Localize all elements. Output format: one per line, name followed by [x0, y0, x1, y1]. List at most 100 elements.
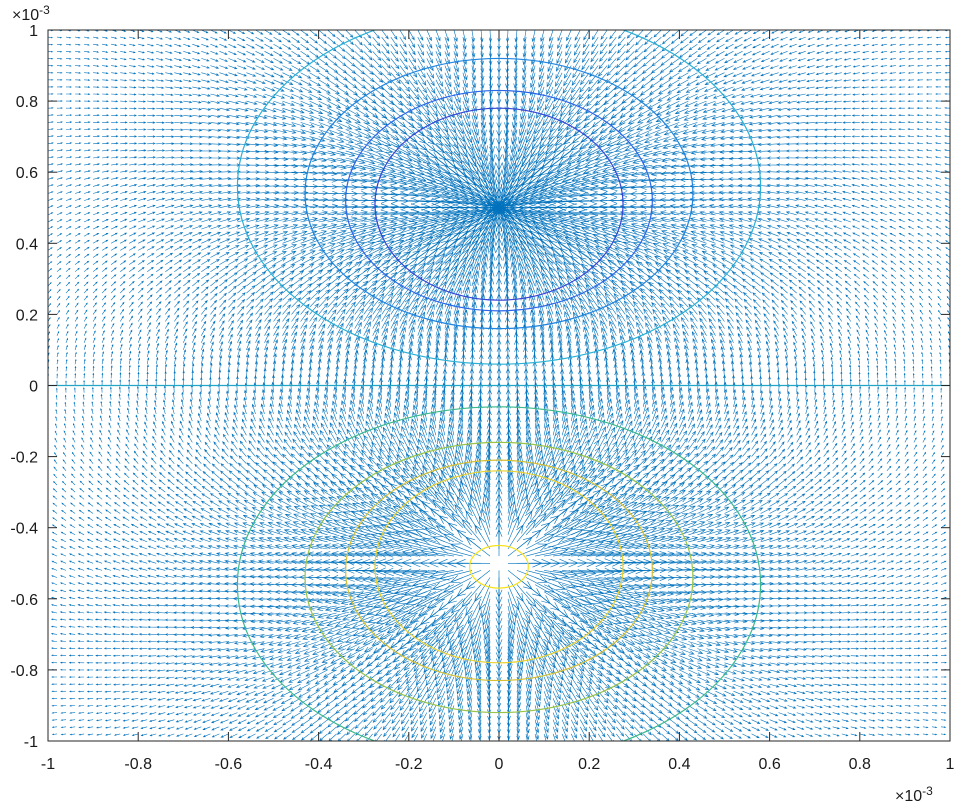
quiver-arrow [48, 570, 49, 571]
quiver-arrow [48, 598, 49, 599]
quiver-arrow [65, 246, 72, 251]
quiver-arrow [165, 190, 175, 194]
quiver-arrow [192, 86, 202, 90]
quiver-arrow [284, 431, 292, 443]
quiver-arrow [282, 297, 292, 308]
quiver-arrow [86, 661, 94, 664]
quiver-arrow [100, 408, 103, 414]
quiver-arrow [111, 163, 119, 166]
quiver-arrow [60, 531, 67, 536]
quiver-arrow [147, 596, 157, 600]
quiver-arrow [147, 574, 157, 578]
quiver-arrow [258, 597, 274, 602]
quiver-arrow [291, 230, 308, 237]
quiver-arrow [207, 552, 220, 557]
quiver-arrow [103, 647, 112, 650]
quiver-arrow [156, 142, 166, 145]
quiver-arrow [249, 604, 265, 609]
quiver-arrow [101, 253, 108, 258]
quiver-arrow [147, 177, 157, 180]
quiver-arrow [197, 427, 202, 436]
quiver-arrow [84, 93, 91, 96]
quiver-arrow [212, 448, 220, 457]
quiver-arrow [345, 129, 363, 137]
quiver-arrow [309, 445, 319, 457]
quiver-arrow [70, 502, 76, 507]
quiver-arrow [165, 204, 175, 209]
quiver-arrow [201, 86, 211, 90]
quiver-arrow [104, 546, 112, 550]
quiver-arrow [56, 135, 64, 138]
quiver-arrow [92, 253, 99, 258]
quiver-arrow [129, 589, 139, 592]
quiver-arrow [183, 232, 193, 237]
quiver-arrow [252, 669, 265, 675]
quiver-arrow [80, 451, 85, 457]
quiver-arrow [101, 267, 108, 272]
quiver-arrow [92, 212, 100, 216]
quiver-arrow [435, 221, 466, 237]
quiver-arrow [264, 58, 274, 64]
quiver-arrow [138, 156, 147, 159]
quiver-arrow [56, 281, 61, 287]
quiver-arrow [344, 443, 355, 457]
quiver-arrow [164, 640, 175, 644]
quiver-arrow [129, 596, 139, 600]
quiver-arrow [93, 72, 100, 74]
quiver-arrow [89, 444, 94, 450]
quiver-arrow [210, 142, 222, 146]
quiver-arrow [182, 640, 193, 644]
quiver-arrow [282, 170, 299, 175]
quiver-arrow [65, 323, 69, 329]
quiver-arrow [273, 304, 282, 315]
quiver-arrow [91, 393, 94, 400]
quiver-arrow [309, 171, 328, 176]
quiver-arrow [68, 618, 76, 621]
quiver-arrow [147, 280, 154, 287]
quiver-arrow [219, 79, 229, 83]
quiver-arrow [192, 43, 200, 48]
quiver-arrow [77, 604, 85, 607]
quiver-arrow [164, 589, 175, 593]
quiver-arrow [255, 291, 265, 301]
quiver-arrow [165, 43, 173, 47]
quiver-arrow [138, 596, 148, 600]
quiver-arrow [48, 676, 49, 677]
quiver-arrow [309, 217, 328, 223]
quiver-arrow [162, 413, 166, 422]
quiver-arrow [83, 344, 86, 350]
quiver-arrow [291, 317, 299, 329]
quiver-arrow [129, 79, 137, 82]
quiver-arrow [120, 43, 127, 47]
quiver-arrow [190, 618, 202, 622]
quiver-arrow [192, 252, 202, 258]
quiver-arrow [199, 537, 211, 543]
quiver-arrow [74, 330, 78, 336]
quiver-arrow [48, 619, 49, 621]
quiver-arrow [201, 170, 213, 174]
quiver-arrow [300, 58, 311, 65]
quiver-arrow [95, 705, 103, 707]
quiver-arrow [210, 218, 222, 223]
quiver-arrow [102, 156, 110, 159]
quiver-arrow [83, 365, 86, 372]
quiver-arrow [226, 390, 229, 400]
quiver-arrow [264, 271, 276, 280]
quiver-arrow [207, 626, 220, 630]
quiver-arrow [65, 79, 72, 81]
quiver-arrow [282, 129, 297, 134]
quiver-arrow [455, 559, 491, 568]
quiver-arrow [242, 634, 256, 638]
quiver-arrow [154, 385, 157, 393]
quiver-arrow [102, 36, 109, 39]
quiver-arrow [101, 218, 109, 223]
quiver-arrow [237, 292, 246, 301]
quiver-arrow [129, 177, 138, 180]
quiver-arrow [170, 420, 175, 429]
quiver-arrow [224, 552, 238, 557]
quiver-arrow [77, 676, 85, 679]
quiver-arrow [235, 492, 247, 500]
quiver-arrow [345, 30, 354, 38]
quiver-arrow [138, 191, 147, 194]
quiver-arrow [56, 240, 63, 244]
